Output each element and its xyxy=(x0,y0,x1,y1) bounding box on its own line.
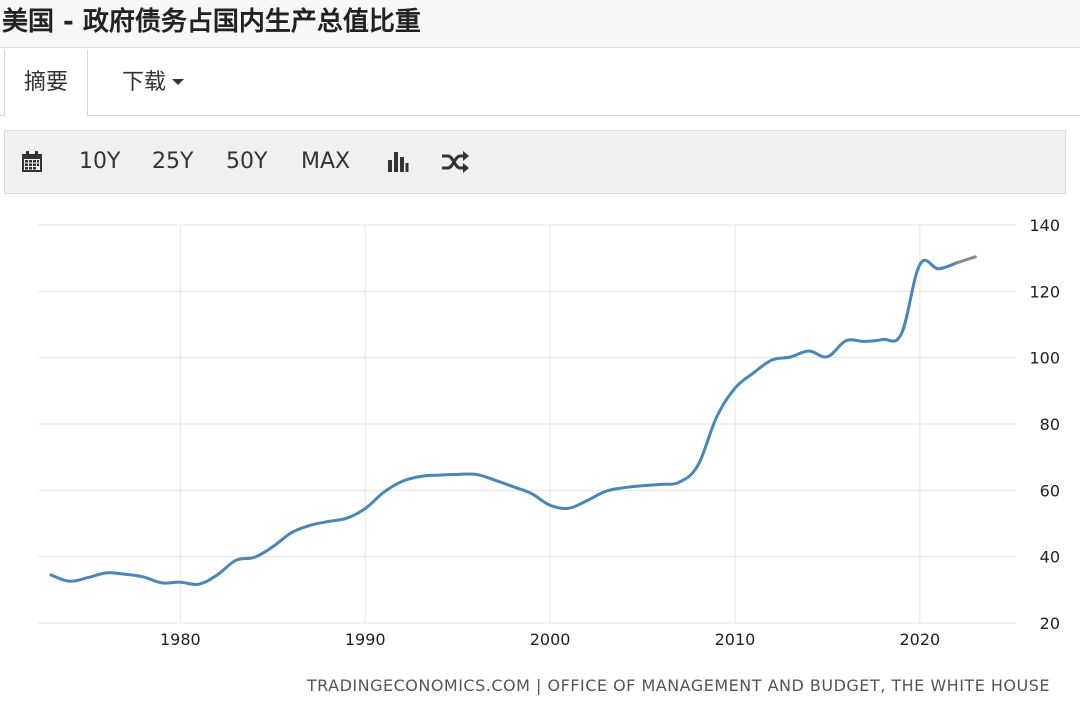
caret-down-icon xyxy=(172,78,184,85)
chart-series xyxy=(49,255,977,586)
y-tick-label: 80 xyxy=(1040,415,1060,434)
x-tick-label: 1980 xyxy=(160,630,201,649)
x-tick-label: 2020 xyxy=(900,630,941,649)
source-attribution: TRADINGECONOMICS.COM | OFFICE OF MANAGEM… xyxy=(306,676,1050,695)
tab-download-label: 下载 xyxy=(121,70,166,95)
x-tick-label: 2010 xyxy=(715,630,756,649)
y-axis: 20 40 60 80 100 120 140 xyxy=(1029,216,1060,633)
y-tick-label: 100 xyxy=(1029,349,1060,368)
historical-series-line xyxy=(49,258,959,586)
y-tick-label: 140 xyxy=(1029,216,1060,235)
forecast-series-line xyxy=(955,255,977,265)
x-tick-label: 2000 xyxy=(530,630,571,649)
tab-bar: 摘要 下载 xyxy=(0,50,1080,117)
calendar-icon[interactable] xyxy=(21,131,43,193)
y-tick-label: 120 xyxy=(1029,282,1060,301)
bar-chart-icon[interactable] xyxy=(387,131,409,193)
chart-grid xyxy=(38,224,1016,624)
chart-toolbar: 10Y 25Y 50Y MAX xyxy=(4,130,1066,194)
range-max-button[interactable]: MAX xyxy=(301,149,351,174)
chart-plot: 1980 1990 2000 2010 2020 20 40 60 80 100 120 140 xyxy=(38,216,1060,649)
x-tick-label: 1990 xyxy=(345,630,386,649)
y-tick-label: 20 xyxy=(1040,614,1060,633)
range-25y-button[interactable]: 25Y xyxy=(152,149,194,174)
range-10y-button[interactable]: 10Y xyxy=(79,149,121,174)
tab-summary[interactable]: 摘要 xyxy=(4,50,88,117)
shuffle-icon[interactable] xyxy=(441,131,469,193)
page-title: 美国 - 政府债务占国内生产总值比重 xyxy=(0,0,1080,48)
tab-download[interactable]: 下载 xyxy=(108,50,198,116)
y-tick-label: 60 xyxy=(1040,481,1060,500)
y-tick-label: 40 xyxy=(1040,548,1060,567)
x-axis: 1980 1990 2000 2010 2020 xyxy=(160,630,940,649)
range-50y-button[interactable]: 50Y xyxy=(226,149,268,174)
